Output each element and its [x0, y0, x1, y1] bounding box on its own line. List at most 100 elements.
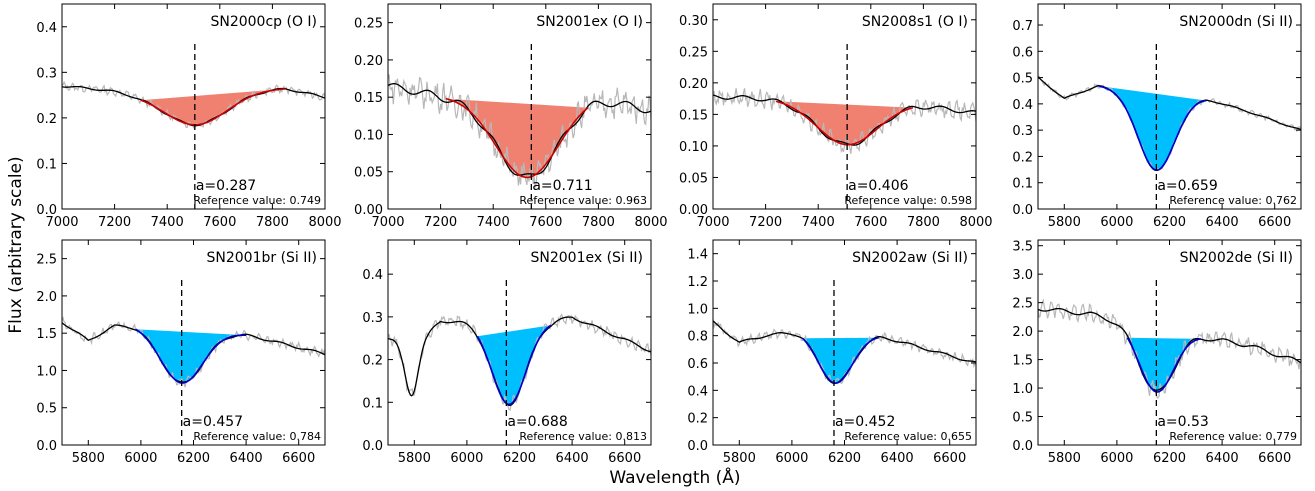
y-tick-label: 0.6 [1012, 45, 1033, 60]
plot-area [713, 88, 976, 154]
x-tick-label: 7600 [203, 215, 236, 230]
y-tick-label: 3.0 [1012, 268, 1033, 283]
plot-area [388, 313, 651, 411]
y-tick-label: 0.0 [687, 439, 708, 454]
y-tick-label: 0.3 [362, 311, 383, 326]
a-value-annotation: a=0.287 [196, 178, 256, 194]
x-tick-label: 7200 [424, 215, 457, 230]
absorption-area [802, 337, 879, 384]
y-tick-label: 0.5 [36, 402, 57, 417]
y-tick-label: 0.1 [362, 396, 383, 411]
y-tick-label: 0.2 [36, 112, 57, 127]
fit-curve-line [135, 328, 247, 384]
a-value-annotation: a=0.53 [1157, 414, 1208, 430]
reference-value-annotation: Reference value: 0.779 [1169, 430, 1297, 443]
x-tick-label: 8000 [308, 215, 341, 230]
x-tick-label: 6200 [1153, 215, 1186, 230]
a-value-annotation: a=0.711 [532, 178, 592, 194]
y-tick-label: 1.2 [687, 275, 708, 290]
panel-2: 7000 7200 7400 7600 7800 8000 0.00 0.05 0.10 0.15… [354, 3, 668, 230]
x-tick-label: 5800 [723, 451, 756, 466]
x-tick-label: 5800 [72, 451, 105, 466]
x-tick-label: 6600 [1258, 215, 1291, 230]
x-tick-label: 6200 [828, 451, 861, 466]
fit-curve-line [445, 97, 589, 179]
y-tick-label: 1.4 [687, 248, 708, 263]
y-axis-title: Flux (arbitrary scale) [6, 156, 26, 333]
y-tick-label: 0.8 [687, 330, 708, 345]
y-tick-label: 2.0 [36, 290, 57, 305]
y-tick-label: 0.4 [362, 268, 383, 283]
fit-curve-line [476, 324, 552, 406]
y-tick-label: 0.3 [1012, 124, 1033, 139]
panel-grid: 7000 7200 7400 7600 7800 8000 0.0 0.1 0.2 0.3 0.4 S… [36, 3, 1302, 466]
panel-8: 5800 6000 6200 6400 6600 0.0 0.5 1.0 1.5 2.0 2.5 3.… [1012, 239, 1302, 466]
y-tick-label: 0.7 [1012, 19, 1033, 34]
fit-curve-line [140, 88, 286, 126]
x-tick-label: 6600 [608, 451, 641, 466]
panel-title: SN2001ex (O I) [536, 14, 643, 30]
x-tick-label: 6000 [1100, 451, 1133, 466]
x-tick-label: 6600 [933, 451, 966, 466]
absorption-area [1098, 86, 1207, 171]
plot-area [713, 318, 976, 386]
panel-frame [712, 3, 977, 210]
y-tick-label: 1.0 [1012, 382, 1033, 397]
y-tick-label: 0.5 [1012, 72, 1033, 87]
panel-title: SN2008s1 (O I) [862, 14, 968, 30]
x-tick-label: 7400 [802, 215, 835, 230]
x-tick-label: 8000 [634, 215, 667, 230]
x-tick-label: 6400 [1206, 451, 1239, 466]
y-tick-label: 0.2 [687, 412, 708, 427]
y-tick-label: 0.1 [36, 157, 57, 172]
smoothed-spectrum-line [713, 94, 976, 146]
panel-6: 5800 6000 6200 6400 6600 0.0 0.1 0.2 0.3 0.4 SN200… [362, 239, 652, 466]
x-tick-label: 6400 [881, 451, 914, 466]
reference-value-annotation: Reference value: 0.655 [844, 430, 972, 443]
x-tick-label: 7800 [907, 215, 940, 230]
y-tick-label: 1.5 [1012, 354, 1033, 369]
y-tick-label: 2.5 [36, 253, 57, 268]
x-tick-label: 7400 [151, 215, 184, 230]
raw-spectrum-line [388, 313, 651, 411]
y-tick-label: 0.2 [362, 354, 383, 369]
y-tick-label: 0.0 [1012, 203, 1033, 218]
y-tick-label: 2.5 [1012, 297, 1033, 312]
plot-area [388, 74, 651, 188]
y-tick-label: 0.05 [354, 166, 383, 181]
x-tick-label: 7200 [98, 215, 131, 230]
y-tick-label: 0.4 [1012, 98, 1033, 113]
panel-title: SN2001br (Si II) [207, 250, 318, 266]
absorption-area [140, 88, 286, 125]
panel-title: SN2001ex (Si II) [531, 250, 644, 266]
y-tick-label: 0.1 [1012, 177, 1033, 192]
y-tick-label: 0.0 [36, 203, 57, 218]
x-tick-label: 5800 [398, 451, 431, 466]
a-value-annotation: a=0.452 [835, 414, 895, 430]
panel-4: 5800 6000 6200 6400 6600 0.0 0.1 0.2 0.3 0.4 0.5 0.… [1012, 3, 1302, 230]
y-tick-label: 0.00 [679, 203, 708, 218]
x-tick-label: 6200 [503, 451, 536, 466]
y-tick-label: 0.00 [354, 203, 383, 218]
y-tick-label: 0.10 [679, 140, 708, 155]
panel-title: SN2002de (Si II) [1180, 250, 1293, 266]
reference-value-annotation: Reference value: 0.762 [1169, 194, 1297, 207]
y-tick-label: 0.15 [679, 108, 708, 123]
a-value-annotation: a=0.457 [183, 414, 243, 430]
x-tick-label: 7000 [45, 215, 78, 230]
raw-spectrum-line [713, 88, 976, 154]
x-tick-label: 6000 [450, 451, 483, 466]
y-tick-label: 0.15 [354, 91, 383, 106]
y-tick-label: 1.0 [687, 302, 708, 317]
x-tick-label: 6000 [775, 451, 808, 466]
x-tick-label: 7200 [749, 215, 782, 230]
x-tick-label: 6400 [1206, 215, 1239, 230]
y-tick-label: 0.0 [36, 439, 57, 454]
panel-frame [61, 3, 326, 210]
y-tick-label: 1.0 [36, 364, 57, 379]
y-tick-label: 0.5 [1012, 411, 1033, 426]
fit-curve-line [775, 100, 914, 146]
y-tick-label: 0.20 [679, 77, 708, 92]
y-tick-label: 0.2 [1012, 150, 1033, 165]
